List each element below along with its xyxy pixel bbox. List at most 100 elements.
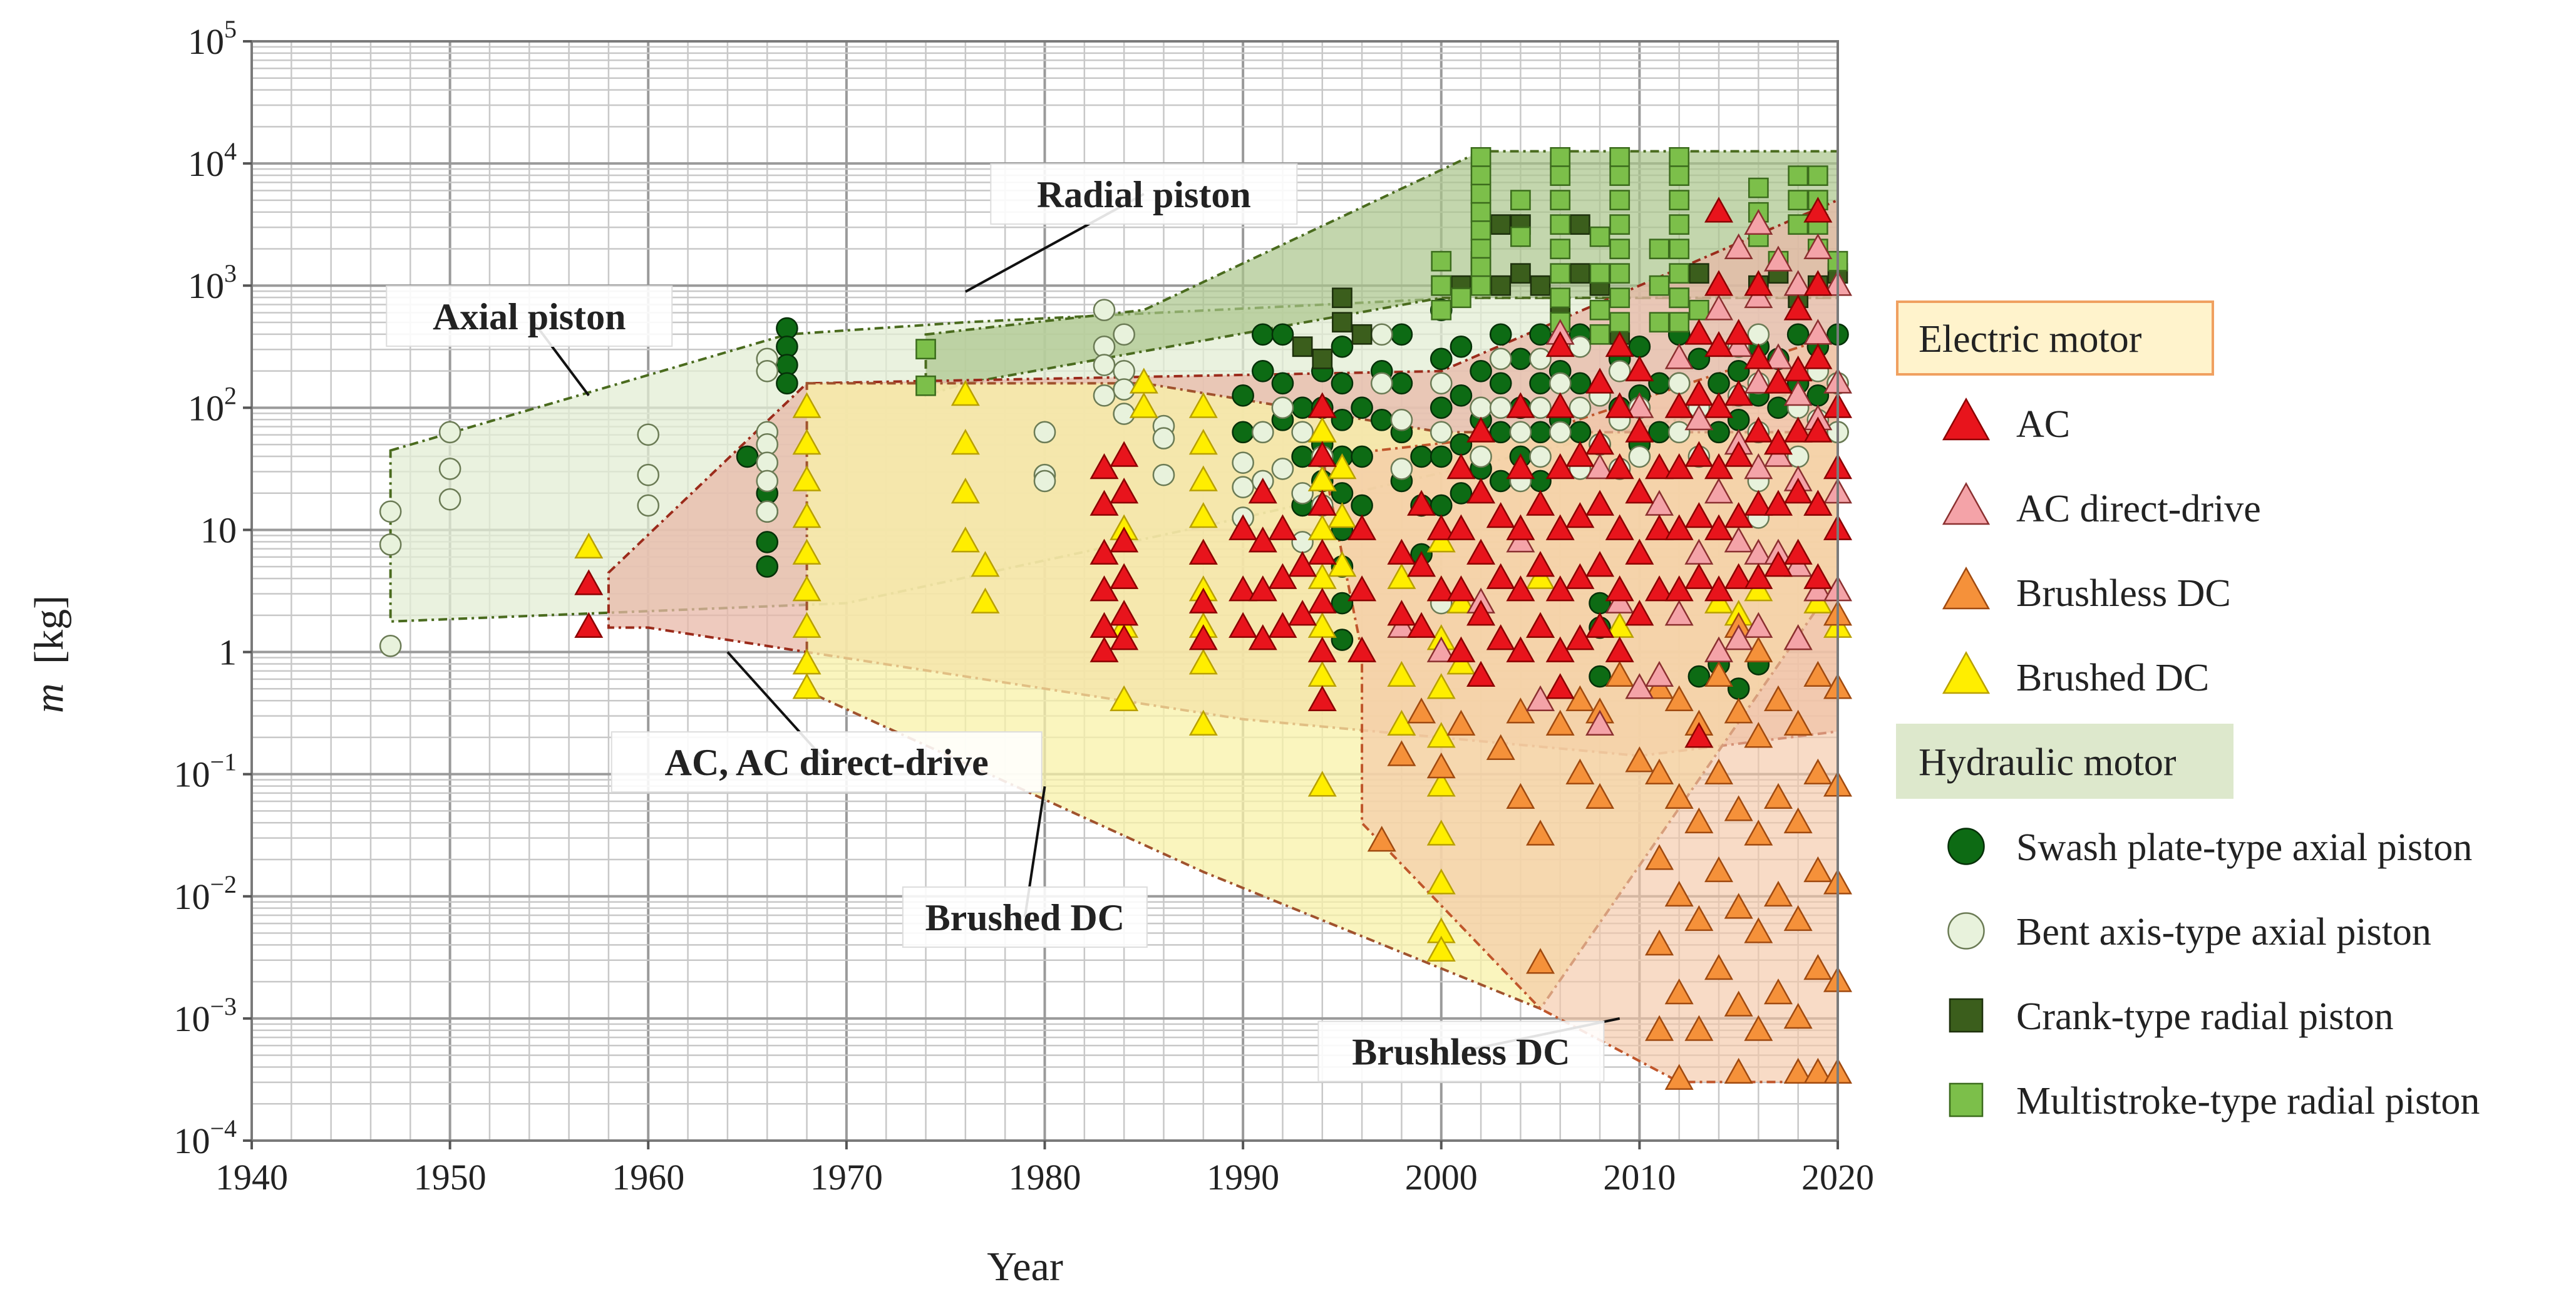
legend-item-label: AC direct-drive — [2016, 488, 2261, 530]
data-point — [792, 392, 822, 418]
data-point — [1129, 392, 1158, 418]
data-point — [574, 612, 604, 638]
data-point — [1486, 734, 1515, 761]
data-point — [1684, 379, 1714, 406]
data-point — [1407, 490, 1436, 516]
data-point — [1529, 470, 1552, 493]
data-point — [1466, 478, 1496, 504]
annotation-label: Brushless DC — [1352, 1032, 1570, 1073]
data-point — [1486, 624, 1515, 650]
data-point — [1744, 819, 1773, 846]
data-point — [971, 551, 1000, 577]
y-axis-label-symbol: m — [26, 683, 72, 713]
data-point — [1307, 771, 1337, 797]
data-point — [1271, 323, 1294, 346]
data-point — [1426, 752, 1456, 779]
data-point — [1271, 458, 1294, 480]
data-point — [1430, 372, 1453, 395]
y-tick-label: 10−3 — [173, 992, 237, 1039]
data-point — [1545, 709, 1575, 736]
data-point — [1451, 287, 1471, 309]
data-point — [1470, 202, 1492, 223]
annotation-box — [1317, 1020, 1605, 1082]
data-point — [1625, 746, 1654, 773]
data-point — [1307, 490, 1337, 516]
data-point — [1605, 392, 1634, 418]
data-point — [1550, 146, 1571, 168]
data-point — [1669, 214, 1690, 235]
axes: 1940 1950 1960 1970 1980 1990 2000 2010 2020 105 1… — [173, 15, 1874, 1198]
annotation-box — [902, 886, 1148, 948]
data-point — [792, 502, 822, 528]
data-point — [1526, 551, 1555, 577]
data-point — [1625, 355, 1654, 382]
data-point — [1110, 441, 1139, 467]
data-point — [1426, 575, 1456, 602]
data-point — [1708, 372, 1730, 395]
data-point — [1271, 372, 1294, 395]
data-point — [1664, 600, 1694, 626]
data-point — [637, 463, 660, 486]
data-point — [1470, 220, 1492, 241]
data-point — [756, 555, 779, 578]
data-point — [756, 470, 779, 493]
data-point — [1645, 758, 1674, 785]
data-point — [1188, 502, 1218, 528]
legend-marker — [1942, 650, 1991, 694]
annotation-box — [990, 163, 1298, 225]
data-point — [1783, 807, 1813, 834]
data-point — [1529, 445, 1552, 468]
data-point — [1645, 844, 1674, 870]
data-point — [1390, 409, 1413, 431]
data-point — [1510, 190, 1531, 211]
data-point — [1764, 245, 1793, 272]
data-point — [1466, 538, 1496, 565]
data-point — [1490, 275, 1512, 296]
data-point — [1268, 514, 1297, 540]
data-point — [1426, 673, 1456, 699]
data-point — [1251, 359, 1274, 383]
data-point — [792, 575, 822, 602]
data-point — [1664, 343, 1694, 369]
data-point — [1669, 146, 1690, 168]
data-point — [1569, 335, 1592, 358]
data-point — [1803, 953, 1833, 980]
data-point — [1664, 685, 1694, 711]
data-point — [1744, 343, 1773, 369]
data-point — [1113, 403, 1135, 425]
data-point — [1229, 575, 1258, 602]
data-point — [1724, 441, 1753, 467]
data-point — [1526, 819, 1555, 846]
data-point — [1589, 324, 1610, 345]
data-point — [1727, 409, 1750, 431]
data-point — [1307, 636, 1337, 662]
data-point — [1669, 165, 1690, 186]
data-point — [1470, 183, 1492, 205]
data-point — [1764, 880, 1793, 907]
data-point — [1744, 490, 1773, 516]
data-point — [1370, 372, 1393, 395]
data-point — [1724, 1057, 1753, 1084]
data-point — [1232, 476, 1254, 498]
data-point — [1783, 1057, 1813, 1084]
data-point — [1430, 445, 1453, 468]
data-point — [951, 428, 980, 455]
data-point — [1110, 478, 1139, 504]
data-point — [951, 379, 980, 406]
data-point — [1704, 197, 1734, 223]
data-point — [1585, 551, 1615, 577]
data-point — [736, 445, 759, 468]
data-point — [1446, 575, 1476, 602]
data-point — [1351, 445, 1373, 468]
data-point — [1704, 660, 1734, 687]
legend-marker — [1942, 481, 1991, 525]
data-point — [1093, 354, 1116, 376]
data-point — [1526, 490, 1555, 516]
data-point — [1489, 470, 1512, 493]
data-point — [1803, 856, 1833, 883]
series-multistroke-type-radial-piston — [915, 146, 1848, 396]
data-point — [1351, 396, 1373, 419]
data-point — [1684, 905, 1714, 932]
data-point — [1803, 490, 1833, 516]
